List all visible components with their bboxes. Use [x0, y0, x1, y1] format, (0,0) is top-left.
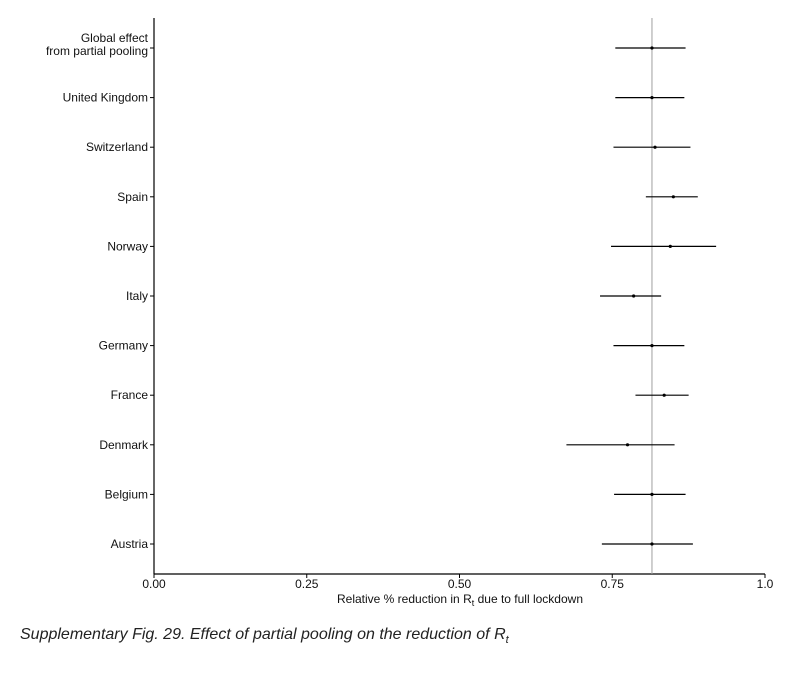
- point-estimate: [653, 145, 657, 149]
- y-category-label: Germany: [99, 339, 148, 353]
- estimate-rows: [566, 46, 717, 546]
- x-tick-label: 0.50: [448, 577, 472, 591]
- y-axis: Global effect from partial pooling United …: [46, 18, 155, 574]
- y-category-label: France: [111, 388, 149, 402]
- point-estimate: [650, 492, 654, 496]
- point-estimate: [662, 393, 666, 397]
- y-category-label: Austria: [111, 537, 149, 551]
- x-tick-label: 0.25: [295, 577, 319, 591]
- y-category-label: Norway: [107, 239, 148, 253]
- x-tick-label: 0.75: [601, 577, 625, 591]
- y-category-label: Spain: [117, 190, 148, 204]
- y-category-label: Global effect from partial pooling: [46, 31, 149, 58]
- y-category-label: Italy: [126, 289, 148, 303]
- point-estimate: [650, 542, 654, 546]
- y-category-label: United Kingdom: [63, 91, 148, 105]
- x-axis: 0.00 0.25 0.50 0.75 1.0: [142, 573, 774, 591]
- y-category-label: Denmark: [99, 438, 149, 452]
- x-tick-label: 0.00: [142, 577, 166, 591]
- figure-caption: Supplementary Fig. 29. Effect of partial…: [20, 626, 509, 647]
- point-estimate: [632, 294, 636, 298]
- point-estimate: [650, 344, 654, 348]
- point-estimate: [668, 244, 672, 248]
- point-estimate: [650, 46, 654, 50]
- x-axis-title: Relative % reduction in Rt due to full l…: [337, 592, 583, 608]
- y-category-label: Belgium: [105, 487, 148, 501]
- x-tick-label: 1.0: [757, 577, 774, 591]
- point-estimate: [650, 96, 654, 100]
- y-category-label: Switzerland: [86, 140, 148, 154]
- point-estimate: [625, 443, 630, 447]
- point-estimate: [671, 195, 675, 199]
